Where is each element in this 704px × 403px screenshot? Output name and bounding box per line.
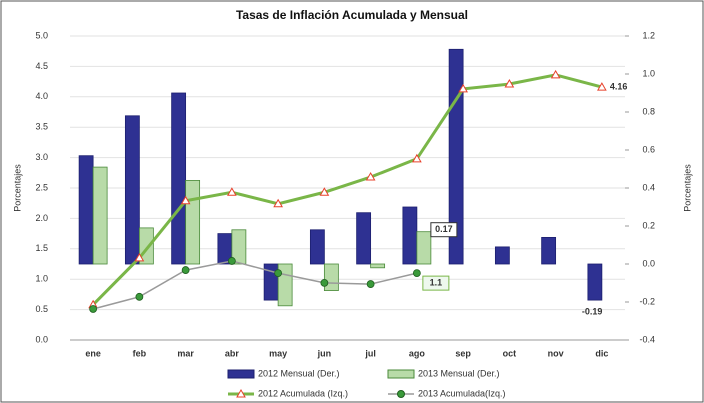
marker (135, 292, 144, 301)
data-label-box (422, 275, 450, 291)
marker (180, 195, 191, 205)
data-label-box (430, 222, 458, 238)
marker (458, 83, 468, 93)
marker (597, 82, 607, 91)
legend-marker (236, 388, 246, 398)
y2-tick-label: -0.4 (639, 334, 655, 344)
marker (412, 153, 422, 163)
bar (402, 206, 418, 265)
x-tick-label: ene (85, 348, 101, 358)
legend-label: 2012 Acumulada (Izq.) (258, 388, 348, 398)
data-label: 0.17 (435, 224, 453, 234)
bar (231, 229, 247, 265)
legend-label: 2012 Mensual (Der.) (258, 368, 340, 378)
y-tick-label: 0.5 (35, 304, 48, 314)
marker (504, 79, 515, 88)
x-tick-label: sep (455, 348, 471, 358)
marker (227, 257, 236, 265)
marker (365, 172, 376, 181)
marker (412, 269, 421, 278)
bar (494, 246, 510, 265)
bar (356, 212, 372, 265)
y-tick-label: 4.5 (35, 61, 48, 71)
y2-tick-label: 0.6 (642, 144, 655, 154)
y-tick-label: 3.5 (35, 122, 48, 132)
y2-axis-label: Porcentajes (682, 164, 692, 212)
x-tick-label: jun (317, 348, 332, 358)
bar (78, 155, 94, 265)
marker (550, 69, 561, 79)
bar (323, 263, 339, 292)
x-tick-label: abr (225, 348, 240, 358)
marker (274, 269, 283, 278)
y2-tick-label: -0.2 (639, 296, 655, 306)
bar (370, 263, 386, 269)
y-tick-label: 3.0 (35, 152, 48, 162)
bar (185, 179, 201, 265)
y-tick-label: 1.0 (35, 274, 48, 284)
y2-tick-label: 1.2 (642, 30, 655, 40)
x-tick-label: jul (364, 348, 376, 358)
legend-label: 2013 Acumulada(Izq.) (418, 388, 506, 398)
line (92, 260, 418, 310)
marker (227, 187, 237, 196)
x-tick-label: nov (548, 348, 564, 358)
y-tick-label: 5.0 (35, 30, 48, 40)
data-label: -0.19 (582, 306, 603, 316)
data-label: 4.16 (610, 81, 628, 91)
chart-title: Tasas de Inflación Acumulada y Mensual (236, 8, 468, 22)
x-tick-label: mar (177, 348, 194, 358)
marker (89, 305, 98, 313)
y2-tick-label: 0.8 (642, 106, 655, 116)
marker (366, 280, 375, 288)
y2-tick-label: 0.2 (642, 220, 655, 230)
marker (320, 278, 329, 287)
bar (416, 231, 432, 265)
y2-tick-label: 0.4 (642, 182, 655, 192)
x-tick-label: dic (595, 348, 608, 358)
y-tick-label: 1.5 (35, 243, 48, 253)
y2-tick-label: 1.0 (642, 68, 655, 78)
y2-tick-label: 0.0 (642, 258, 655, 268)
marker (181, 266, 190, 274)
legend-marker (397, 390, 405, 398)
bar (309, 229, 325, 265)
y-tick-label: 2.5 (35, 182, 48, 192)
x-tick-label: may (269, 348, 287, 358)
line (92, 73, 603, 306)
data-label: 1.1 (430, 277, 443, 287)
bar (587, 263, 603, 301)
bar (92, 166, 108, 265)
marker (134, 252, 145, 262)
y-tick-label: 0.0 (35, 334, 48, 344)
bar (171, 92, 187, 265)
x-tick-label: feb (133, 348, 147, 358)
bar (124, 115, 140, 265)
marker (319, 187, 330, 196)
bar (541, 236, 557, 265)
y-axis-label: Porcentajes (12, 164, 22, 212)
legend-label: 2013 Mensual (Der.) (418, 368, 500, 378)
legend-swatch (387, 369, 415, 379)
marker (273, 198, 283, 208)
x-tick-label: ago (409, 348, 426, 358)
y-tick-label: 2.0 (35, 213, 48, 223)
y-tick-label: 4.0 (35, 91, 48, 101)
legend-swatch (227, 369, 255, 379)
x-tick-label: oct (503, 348, 517, 358)
